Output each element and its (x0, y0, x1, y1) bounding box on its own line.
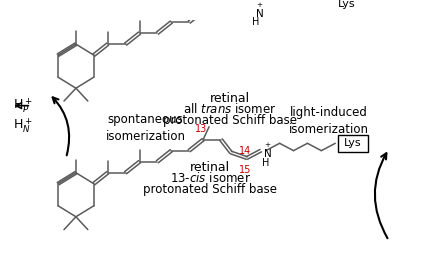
Text: H: H (252, 17, 259, 26)
FancyBboxPatch shape (338, 135, 368, 152)
Text: protonated Schiff base: protonated Schiff base (143, 183, 277, 196)
Text: H$^+_N$: H$^+_N$ (13, 116, 33, 135)
Text: 14: 14 (239, 146, 251, 156)
Text: retinal: retinal (190, 161, 230, 174)
Text: all $\it{trans}$ isomer: all $\it{trans}$ isomer (183, 102, 277, 116)
Text: $\overset{+}{\mathrm{N}}$: $\overset{+}{\mathrm{N}}$ (263, 141, 271, 160)
Text: H: H (262, 158, 269, 168)
FancyBboxPatch shape (331, 0, 361, 12)
Text: protonated Schiff base: protonated Schiff base (163, 114, 297, 127)
Text: light-induced
isomerization: light-induced isomerization (290, 106, 369, 136)
Text: $\overset{+}{\mathrm{N}}$: $\overset{+}{\mathrm{N}}$ (255, 2, 264, 20)
Text: retinal: retinal (210, 92, 250, 105)
Text: H$^+_P$: H$^+_P$ (13, 96, 33, 115)
Text: 13-$\it{cis}$ isomer: 13-$\it{cis}$ isomer (169, 171, 250, 185)
Text: 13: 13 (195, 124, 207, 134)
Text: spontaneous
isomerization: spontaneous isomerization (106, 113, 186, 143)
Text: Lys: Lys (345, 138, 362, 148)
Text: 15: 15 (238, 165, 251, 175)
Text: Lys: Lys (337, 0, 355, 9)
